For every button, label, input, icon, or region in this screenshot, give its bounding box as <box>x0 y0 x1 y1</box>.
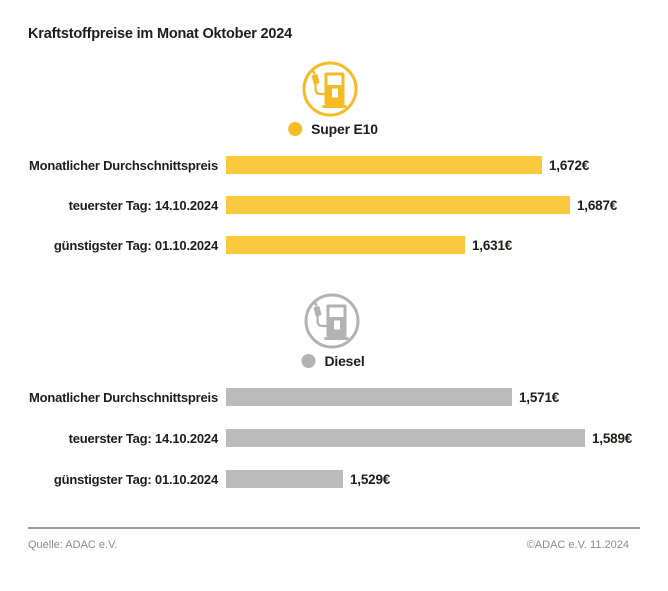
bar-diesel-max <box>226 429 585 447</box>
bar-value-diesel-min: 1,529€ <box>350 471 391 487</box>
fuel-pump-icon-super-e10 <box>302 61 358 117</box>
bar-e10-average <box>226 156 542 174</box>
legend-dot-diesel <box>301 354 316 368</box>
bar-value-e10-average: 1,672€ <box>549 157 590 173</box>
legend-label-super-e10: Super E10 <box>311 121 378 137</box>
bar-e10-min <box>226 236 465 254</box>
source-text: Quelle: ADAC e.V. <box>28 539 118 551</box>
legend-super-e10: Super E10 <box>288 121 378 137</box>
copyright-text: ©ADAC e.V. 11.2024 <box>526 539 629 551</box>
bar-value-e10-max: 1,687€ <box>577 197 618 213</box>
bar-row-e10-min: günstigster Tag: 01.10.2024 1,631€ <box>28 236 668 254</box>
bar-label-diesel-max: teuerster Tag: 14.10.2024 <box>68 430 219 446</box>
bar-label-diesel-average: Monatlicher Durchschnittspreis <box>28 389 218 405</box>
bar-diesel-average <box>226 388 512 406</box>
bar-group-diesel: Monatlicher Durchschnittspreis 1,571€ te… <box>28 388 668 511</box>
bar-label-e10-average: Monatlicher Durchschnittspreis <box>28 157 218 173</box>
footer-divider <box>28 527 640 529</box>
legend-dot-super-e10 <box>288 122 303 136</box>
bar-e10-max <box>226 196 570 214</box>
bar-value-diesel-average: 1,571€ <box>519 389 560 405</box>
bar-group-super-e10: Monatlicher Durchschnittspreis 1,672€ te… <box>28 156 668 276</box>
bar-label-e10-min: günstigster Tag: 01.10.2024 <box>53 237 218 253</box>
bar-label-e10-max: teuerster Tag: 14.10.2024 <box>68 197 219 213</box>
fuel-pump-icon-diesel <box>304 293 360 349</box>
bar-row-diesel-min: günstigster Tag: 01.10.2024 1,529€ <box>28 470 668 488</box>
legend-diesel: Diesel <box>301 353 365 369</box>
bar-row-e10-max: teuerster Tag: 14.10.2024 1,687€ <box>28 196 668 214</box>
bar-row-diesel-average: Monatlicher Durchschnittspreis 1,571€ <box>28 388 668 406</box>
bar-value-diesel-max: 1,589€ <box>592 430 633 446</box>
bar-label-diesel-min: günstigster Tag: 01.10.2024 <box>53 471 218 487</box>
bar-diesel-min <box>226 470 343 488</box>
bar-row-e10-average: Monatlicher Durchschnittspreis 1,672€ <box>28 156 668 174</box>
bar-row-diesel-max: teuerster Tag: 14.10.2024 1,589€ <box>28 429 668 447</box>
page-title: Kraftstoffpreise im Monat Oktober 2024 <box>28 26 292 42</box>
legend-label-diesel: Diesel <box>324 353 365 369</box>
bar-value-e10-min: 1,631€ <box>472 237 513 253</box>
